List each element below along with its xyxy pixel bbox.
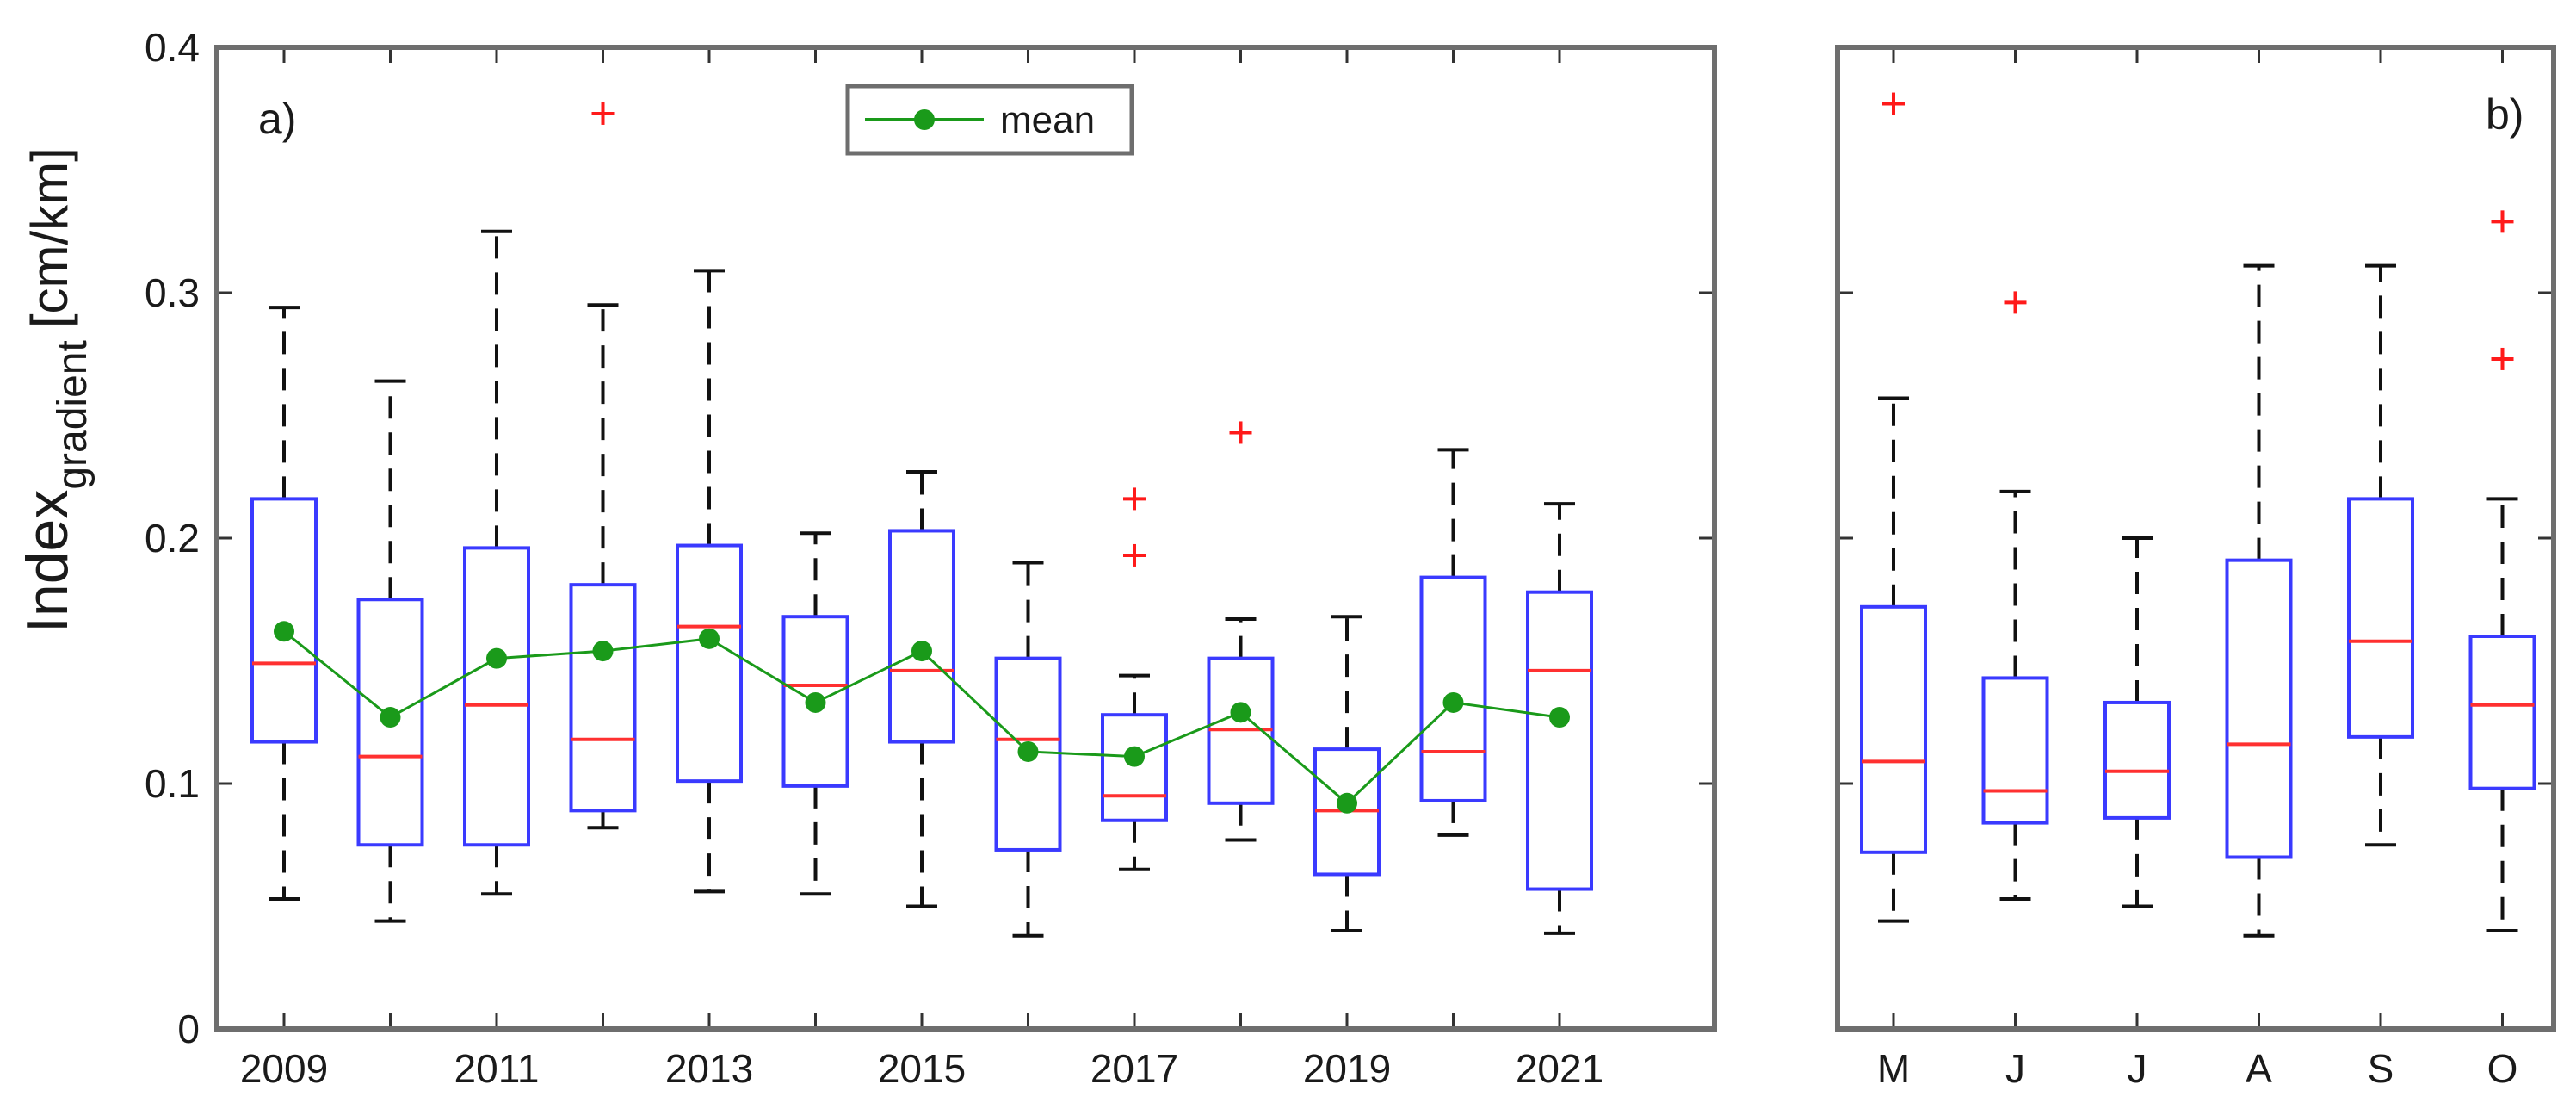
panel-a-label: a) [258,95,296,143]
mean-point [805,691,826,713]
x-tick-label: J [2005,1046,2025,1091]
outlier-marker [591,102,615,125]
b-box-2 [1981,291,2049,901]
panel-a-frame [214,45,1717,1032]
a-box-4 [569,102,637,830]
y-axis-title-sub: gradient [50,340,96,489]
y-tick-label: 0.1 [145,761,200,806]
iqr-box [250,497,318,744]
mean-point [1017,740,1039,762]
x-tick-label: 2021 [1516,1046,1603,1091]
svg-text:Indexgradient[cm/km]: Indexgradient [cm/km] [15,147,96,633]
iqr-box [2225,558,2293,859]
iqr-box [676,543,743,784]
mean-point [1549,707,1570,728]
x-tick-label: O [2487,1046,2518,1091]
x-tick-label: 2019 [1303,1046,1391,1091]
a-box-10 [1207,421,1275,842]
a-box-7 [888,470,955,908]
y-tick-label: 0.4 [145,25,200,70]
b-box-6 [2468,210,2536,932]
legend: mean [845,84,1134,156]
iqr-box [1526,590,1593,891]
panel-a-ticks: 0 0.1 0.2 0.3 0.4 2009 2011 2013 2015 2017 2019 202… [145,25,1714,1091]
outlier-marker [1123,543,1146,567]
panel-b-label: b) [2486,90,2523,139]
mean-point [1337,792,1357,814]
outlier-marker [1882,92,1905,115]
x-tick-label: 2015 [878,1046,966,1091]
outlier-marker [2491,347,2514,370]
mean-point [274,621,294,642]
y-tick-label: 0.2 [145,516,200,561]
x-tick-label: S [2368,1046,2394,1091]
a-box-2 [356,379,424,923]
outlier-marker [1123,487,1146,511]
panel-a-yearly: 0 0.1 0.2 0.3 0.4 2009 2011 2013 2015 2017 2019 202… [145,25,1717,1091]
x-tick-label: 2017 [1090,1046,1178,1091]
mean-point [592,641,614,662]
b-box-5 [2347,263,2414,847]
mean-point [1124,746,1145,767]
iqr-box [1981,676,2049,825]
y-axis-title: Indexgradient [cm/km] [15,147,96,633]
mean-point [380,707,401,728]
b-box-4 [2225,263,2293,938]
mean-point [486,647,507,669]
x-tick-label: A [2246,1046,2272,1091]
iqr-box [1101,713,1168,822]
mean-point [1230,702,1251,723]
x-tick-label: M [1877,1046,1910,1091]
iqr-box [2468,635,2536,790]
outlier-marker [1229,421,1252,444]
b-box-1 [1860,92,1927,923]
a-box-3 [463,229,530,896]
iqr-box [888,529,955,744]
a-box-11 [1313,615,1381,932]
outlier-marker [2004,291,2027,314]
legend-dot-sample [914,109,935,130]
iqr-box [2103,700,2171,820]
x-tick-label: 2013 [665,1046,753,1091]
a-box-12 [1419,448,1487,837]
a-box-1 [250,306,318,901]
mean-point [699,628,720,649]
a-box-5 [676,269,743,894]
iqr-box [569,583,637,813]
y-axis-title-main: Index [15,490,80,633]
a-box-9 [1101,487,1168,871]
mean-point [1442,691,1464,713]
y-tick-label: 0.3 [145,270,200,315]
iqr-box [1419,575,1487,802]
iqr-box [2347,497,2414,739]
y-tick-label: 0 [177,1007,200,1051]
iqr-box [356,598,424,847]
legend-label: mean [1000,99,1095,141]
panel-b-frame [1835,45,2556,1032]
iqr-box [781,615,849,788]
panel-a-mean-series [274,621,1570,814]
b-box-3 [2103,536,2171,908]
x-tick-label: J [2128,1046,2147,1091]
iqr-box [463,546,530,847]
x-tick-label: 2009 [240,1046,328,1091]
y-axis-title-unit: [cm/km] [21,147,78,328]
a-box-6 [781,531,849,896]
panel-b-boxes [1860,92,2536,938]
panel-a-boxes [250,102,1593,938]
x-tick-label: 2011 [454,1046,540,1091]
a-box-13 [1526,502,1593,935]
mean-point [911,641,932,662]
iqr-box [1860,604,1927,854]
outlier-marker [2491,210,2514,233]
panel-b-monthly: M J J A S O b) [1835,45,2556,1091]
